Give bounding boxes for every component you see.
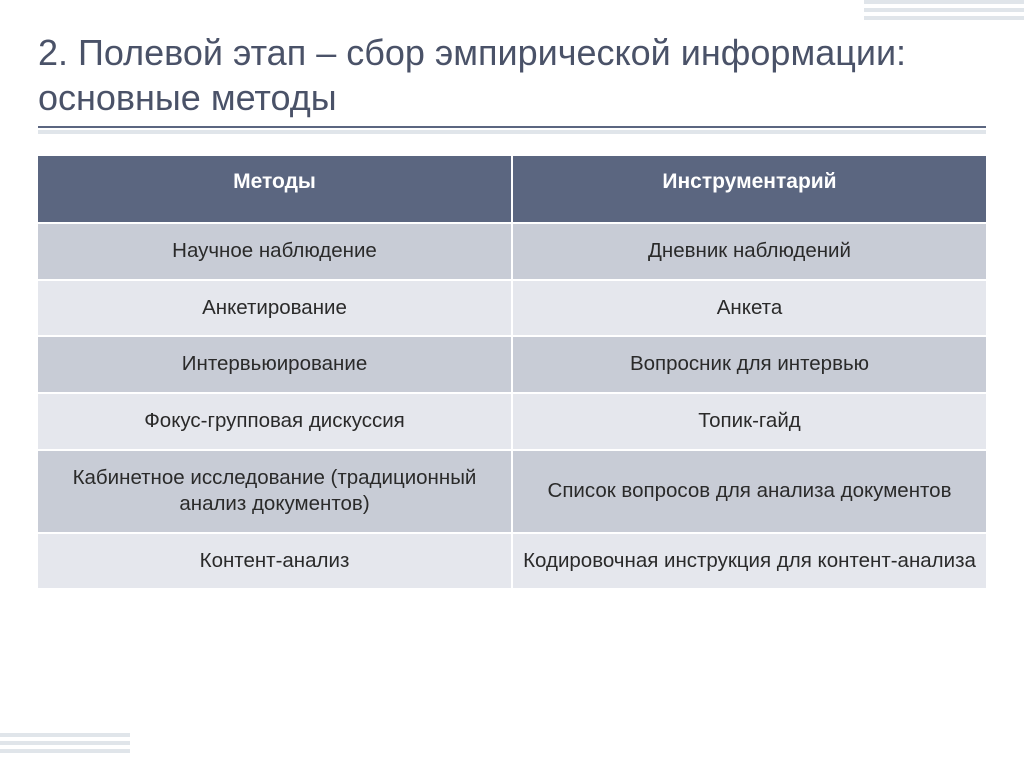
table-row: Кабинетное исследование (традиционный ан…	[38, 450, 986, 533]
cell-tool: Дневник наблюдений	[512, 223, 986, 280]
methods-table: Методы Инструментарий Научное наблюдение…	[38, 156, 986, 588]
slide-title: 2. Полевой этап – сбор эмпирической инфо…	[38, 30, 986, 120]
cell-method: Анкетирование	[38, 280, 512, 337]
decoration-top-right	[864, 0, 1024, 40]
cell-tool: Анкета	[512, 280, 986, 337]
cell-tool: Список вопросов для анализа документов	[512, 450, 986, 533]
title-underline	[38, 126, 986, 134]
table-row: Анкетирование Анкета	[38, 280, 986, 337]
decoration-bottom-left	[0, 733, 130, 767]
table-row: Фокус-групповая дискуссия Топик-гайд	[38, 393, 986, 450]
header-methods: Методы	[38, 156, 512, 223]
cell-method: Научное наблюдение	[38, 223, 512, 280]
cell-tool: Топик-гайд	[512, 393, 986, 450]
table-header-row: Методы Инструментарий	[38, 156, 986, 223]
cell-tool: Кодировочная инструкция для контент-анал…	[512, 533, 986, 589]
table-row: Контент-анализ Кодировочная инструкция д…	[38, 533, 986, 589]
cell-tool: Вопросник для интервью	[512, 336, 986, 393]
cell-method: Контент-анализ	[38, 533, 512, 589]
cell-method: Интервьюирование	[38, 336, 512, 393]
cell-method: Кабинетное исследование (традиционный ан…	[38, 450, 512, 533]
table-row: Научное наблюдение Дневник наблюдений	[38, 223, 986, 280]
slide-frame: 2. Полевой этап – сбор эмпирической инфо…	[0, 0, 1024, 767]
cell-method: Фокус-групповая дискуссия	[38, 393, 512, 450]
table-row: Интервьюирование Вопросник для интервью	[38, 336, 986, 393]
header-tools: Инструментарий	[512, 156, 986, 223]
